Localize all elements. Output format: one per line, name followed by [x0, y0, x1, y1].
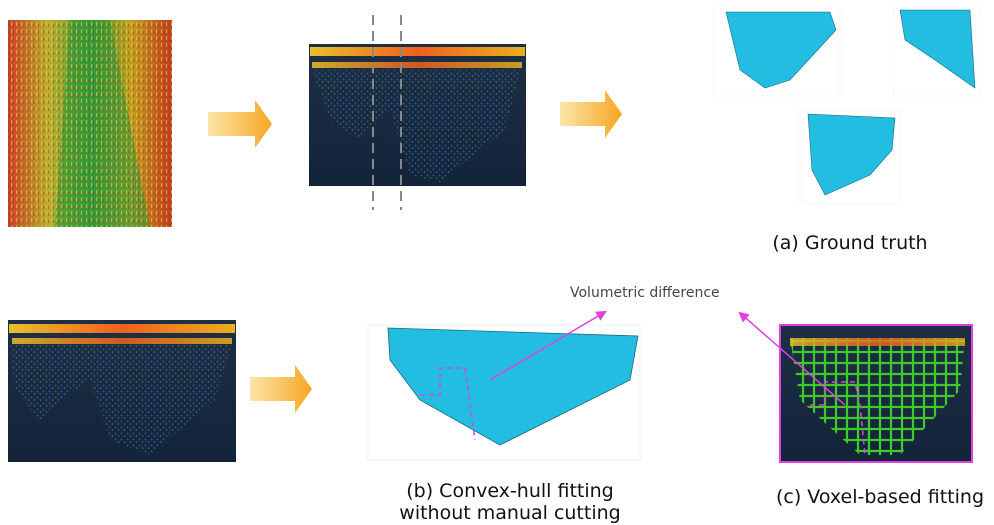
caption: (c) Voxel-based fitting — [776, 486, 984, 508]
figure: (a) Ground truth Volumetric difference (… — [0, 0, 994, 525]
top-view-cloud — [8, 20, 172, 227]
side-view-cloud — [309, 15, 526, 210]
caption: without manual cutting — [399, 502, 620, 524]
arrow — [250, 365, 312, 413]
arrow — [208, 100, 272, 148]
voxel-fitting — [780, 325, 972, 462]
caption: (a) Ground truth — [772, 232, 927, 254]
side-view-cloud — [8, 320, 236, 462]
caption: (b) Convex-hull fitting — [406, 480, 614, 502]
annotation: Volumetric difference — [570, 285, 720, 301]
arrow — [560, 90, 622, 138]
convex-hull — [368, 325, 640, 460]
ground-truth-hulls — [714, 8, 981, 203]
